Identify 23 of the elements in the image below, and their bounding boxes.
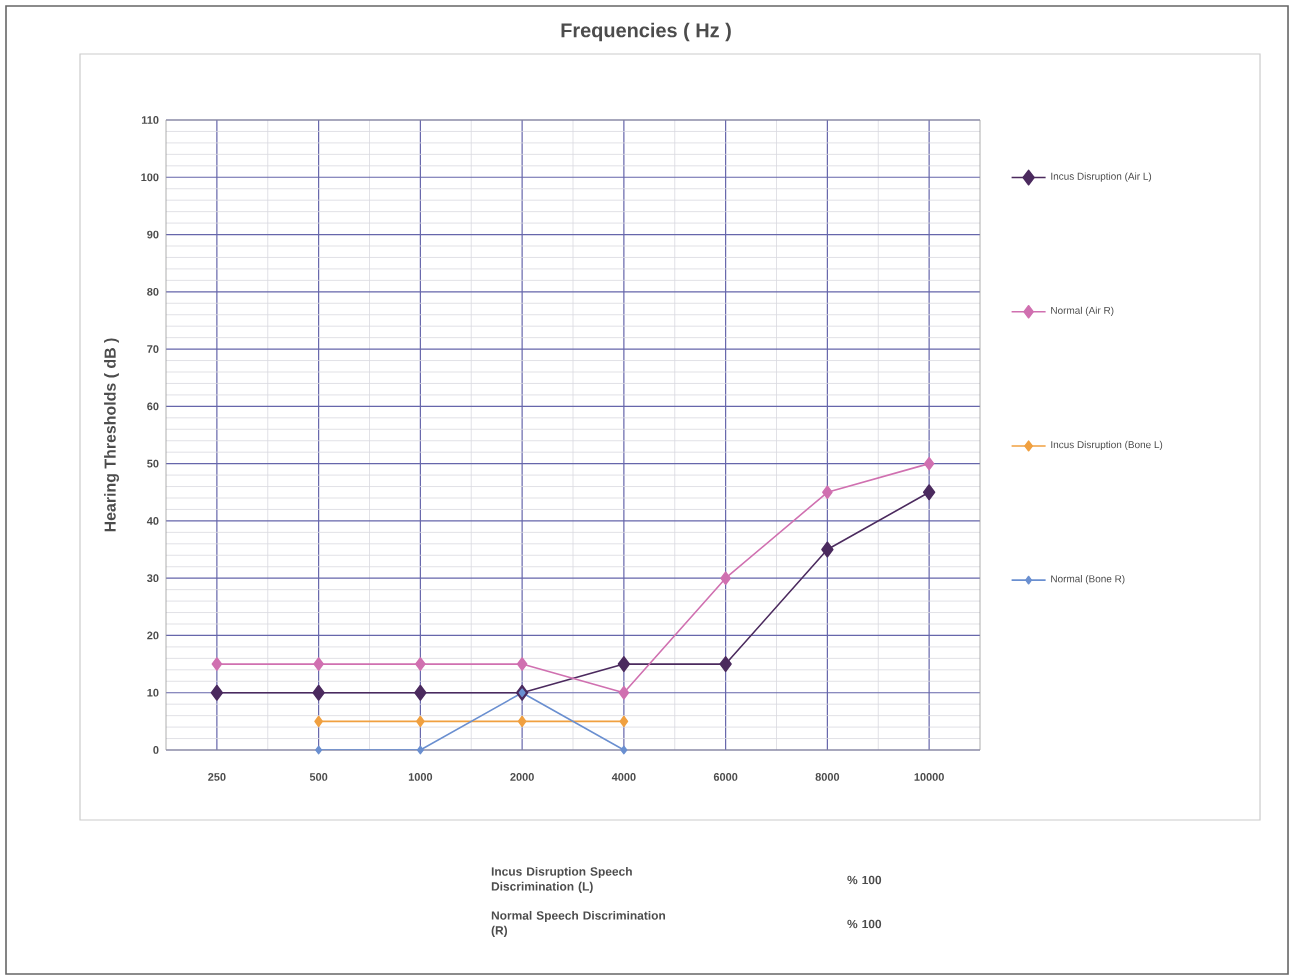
point xyxy=(516,657,528,671)
point xyxy=(620,745,628,755)
point xyxy=(922,484,936,501)
point xyxy=(314,715,324,727)
point xyxy=(415,715,425,727)
point xyxy=(619,715,629,727)
point xyxy=(720,571,731,585)
point xyxy=(618,685,630,700)
point xyxy=(416,745,424,755)
point xyxy=(719,656,732,673)
point xyxy=(414,684,427,701)
point xyxy=(617,656,631,673)
point xyxy=(822,485,833,500)
point xyxy=(312,684,325,701)
chart-title: Frequencies ( Hz ) xyxy=(561,22,731,42)
point xyxy=(517,715,527,727)
point xyxy=(923,456,935,471)
point xyxy=(210,684,224,701)
point xyxy=(315,745,323,755)
point xyxy=(821,541,834,558)
point xyxy=(313,657,324,671)
point xyxy=(211,657,223,671)
point xyxy=(415,657,426,671)
